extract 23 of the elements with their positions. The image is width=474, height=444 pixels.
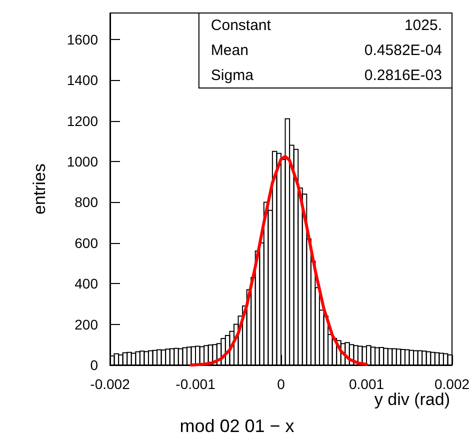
annotation: 0.4582E-04 xyxy=(364,42,442,59)
x-tick-label: -0.001 xyxy=(176,376,216,392)
annotation: Sigma xyxy=(210,67,254,84)
y-tick-label: 0 xyxy=(90,357,98,373)
y-tick-label: 800 xyxy=(74,194,98,210)
x-tick-label: -0.002 xyxy=(90,376,130,392)
y-tick-label: 600 xyxy=(74,234,98,251)
annotation: 0.2816E-03 xyxy=(364,67,442,84)
y-tick-label: 1400 xyxy=(66,72,98,88)
annotation: Mean xyxy=(210,42,248,59)
y-tick-label: 400 xyxy=(74,276,98,292)
annotation: 1025. xyxy=(404,17,442,34)
x-tick-label: 0.002 xyxy=(434,376,470,392)
y-tick-label: 1200 xyxy=(66,112,98,129)
text: mod 02 01 − x xyxy=(180,416,294,436)
x-axis-title: y div (rad) xyxy=(374,390,450,409)
annotation: Constant xyxy=(210,17,272,34)
x-tick-label: 0 xyxy=(277,376,286,392)
y-tick-label: 1600 xyxy=(66,31,98,48)
y-tick-label: 200 xyxy=(74,316,98,332)
y-tick-label: 1000 xyxy=(66,154,98,170)
x-tick-label: 0.001 xyxy=(348,376,384,392)
y-axis-title: entries xyxy=(30,163,49,215)
